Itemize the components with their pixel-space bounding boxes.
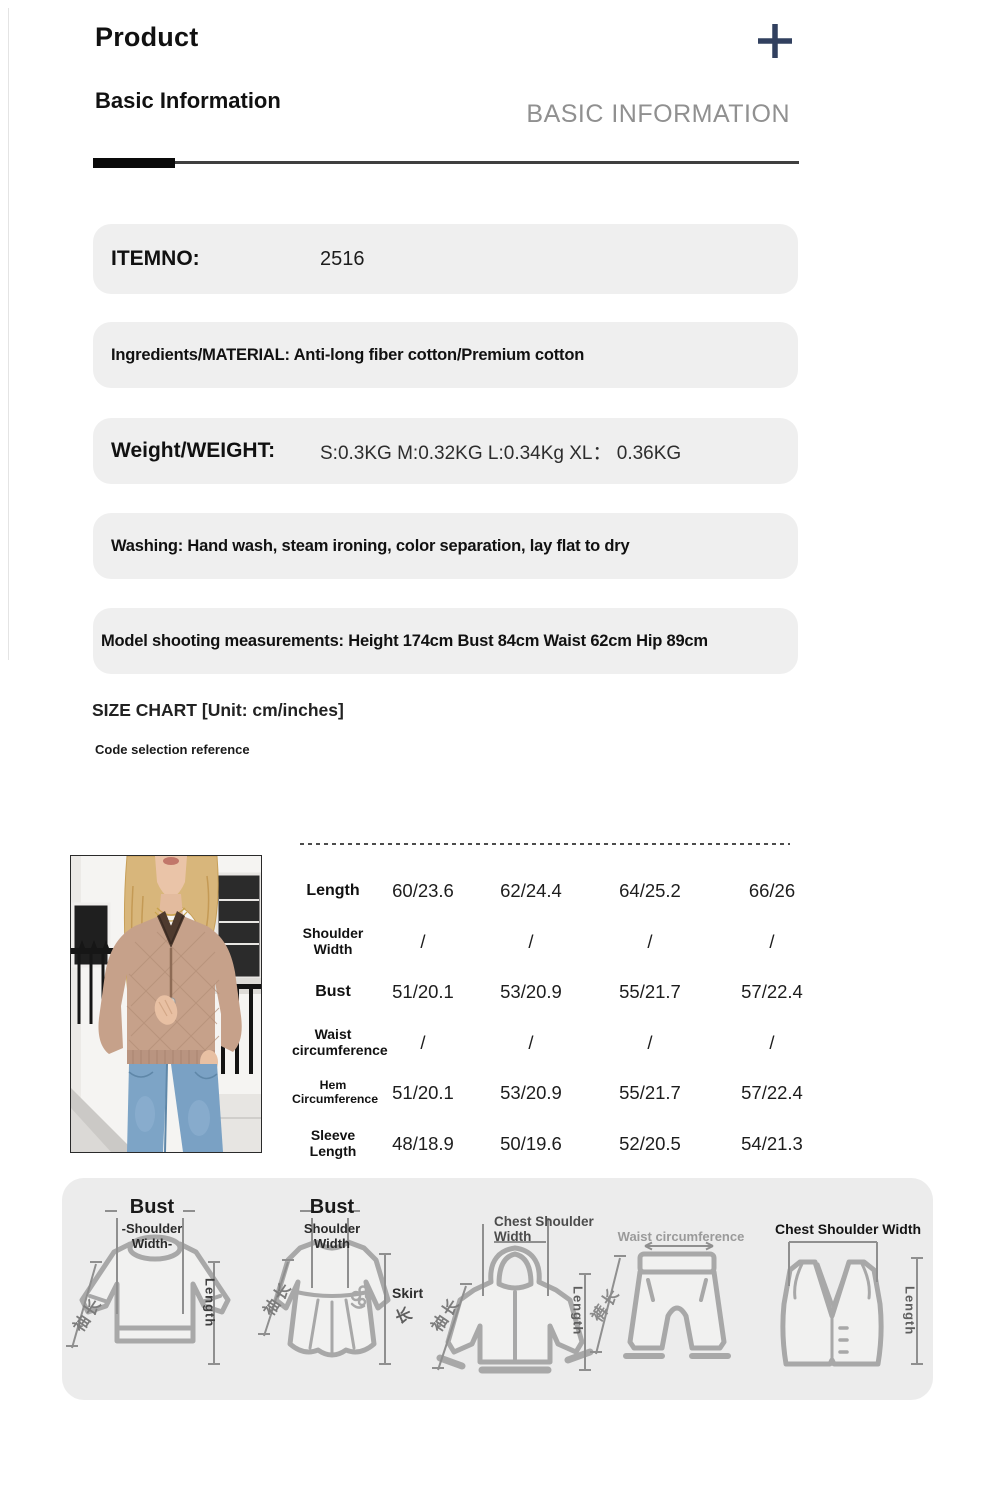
section-watermark: BASIC INFORMATION — [526, 100, 790, 128]
cell: 53/20.9 — [500, 1082, 562, 1104]
garment-diagrams — [66, 1210, 923, 1374]
row-label: Shoulder Width — [302, 925, 364, 957]
cell: 48/18.9 — [392, 1132, 454, 1154]
table-row: Waist circumference / / / / — [292, 1018, 852, 1069]
cell: / — [769, 930, 775, 952]
weight-value: S:0.3KG M:0.32KG L:0.34Kg XL： 0.36KG — [320, 442, 682, 464]
row-label: Hem Circumference — [292, 1078, 379, 1107]
size-chart-subheading: Code selection reference — [95, 742, 250, 757]
row-label: Length — [306, 882, 360, 900]
weight-bar: Weight/WEIGHT: S:0.3KG M:0.32KG L:0.34Kg… — [93, 418, 798, 484]
table-row: Shoulder Width / / / / — [292, 917, 852, 968]
model-measurements-text: Model shooting measurements: Height 174c… — [101, 631, 708, 650]
cell: 66/26 — [748, 880, 796, 902]
cell: / — [647, 930, 653, 952]
dress-skirt-label: Skirt — [392, 1285, 424, 1301]
cell: 50/19.6 — [500, 1132, 562, 1154]
dashed-separator — [300, 843, 790, 845]
cell: 57/22.4 — [741, 1082, 803, 1104]
size-chart-heading: SIZE CHART [Unit: cm/inches] — [92, 700, 344, 720]
hoodie-length-label: Length — [570, 1286, 586, 1336]
sweater-shoulder-label: -Shoulder Width- — [121, 1221, 183, 1251]
cell: 51/20.1 — [392, 1082, 454, 1104]
cell: 54/21.3 — [741, 1132, 803, 1154]
washing-text: Washing: Hand wash, steam ironing, color… — [111, 536, 630, 555]
model-measurements-bar: Model shooting measurements: Height 174c… — [93, 608, 798, 674]
dress-shoulder-label: Shoulder Width — [303, 1221, 361, 1251]
cell: 55/21.7 — [619, 1082, 681, 1104]
row-label: Sleeve Length — [309, 1127, 357, 1159]
vest-chest-shoulder-label: Chest Shoulder Width — [774, 1221, 922, 1237]
cell: 55/21.7 — [619, 981, 681, 1003]
table-row: Sleeve Length 48/18.9 50/19.6 52/20.5 54… — [292, 1119, 852, 1170]
weight-label: Weight/WEIGHT: — [111, 439, 276, 462]
material-bar: Ingredients/MATERIAL: Anti-long fiber co… — [93, 322, 798, 388]
cell: 57/22.4 — [741, 981, 803, 1003]
dress-bust-label: Bust — [309, 1196, 355, 1218]
table-row: Bust 51/20.1 53/20.9 55/21.7 57/22.4 — [292, 967, 852, 1018]
cell: 62/24.4 — [500, 880, 562, 902]
table-row: Hem Circumference 51/20.1 53/20.9 55/21.… — [292, 1068, 852, 1119]
sweater-length-label: Length — [202, 1278, 218, 1328]
sweater-bust-label: Bust — [129, 1196, 175, 1218]
cell: / — [769, 1031, 775, 1053]
cell: / — [420, 930, 426, 952]
cell: 51/20.1 — [392, 981, 454, 1003]
itemno-bar: ITEMNO: 2516 — [93, 224, 798, 294]
cell: 64/25.2 — [619, 880, 681, 902]
cell: / — [528, 1031, 534, 1053]
size-table: Length 60/23.6 62/24.4 64/25.2 66/26 Sho… — [292, 866, 852, 1169]
table-row: Length 60/23.6 62/24.4 64/25.2 66/26 — [292, 866, 852, 917]
itemno-value: 2516 — [320, 247, 365, 270]
vest-length-label: Length — [902, 1286, 918, 1336]
plus-icon[interactable] — [754, 20, 796, 62]
hoodie-chest-shoulder-label: Chest Shoulder Width — [494, 1214, 594, 1245]
material-text: Ingredients/MATERIAL: Anti-long fiber co… — [111, 345, 585, 364]
divider-line — [175, 161, 799, 164]
cell: 60/23.6 — [392, 880, 454, 902]
washing-bar: Washing: Hand wash, steam ironing, color… — [93, 513, 798, 579]
row-label: Waist circumference — [292, 1026, 388, 1058]
left-edge-divider — [8, 8, 9, 660]
divider-accent — [93, 158, 175, 168]
row-label: Bust — [315, 983, 351, 1001]
model-photo — [70, 855, 263, 1153]
cell: / — [528, 930, 534, 952]
itemno-label: ITEMNO: — [111, 247, 200, 270]
cell: / — [420, 1031, 426, 1053]
cell: 53/20.9 — [500, 981, 562, 1003]
cell: / — [647, 1031, 653, 1053]
cell: 52/20.5 — [619, 1132, 681, 1154]
pants-waist-label: Waist circumference — [617, 1229, 745, 1244]
section-title: Basic Information — [95, 88, 281, 113]
measurement-diagrams-panel: Bust -Shoulder Width- 袖长 Length Bust Sho… — [62, 1178, 933, 1400]
page-title: Product — [95, 22, 199, 52]
